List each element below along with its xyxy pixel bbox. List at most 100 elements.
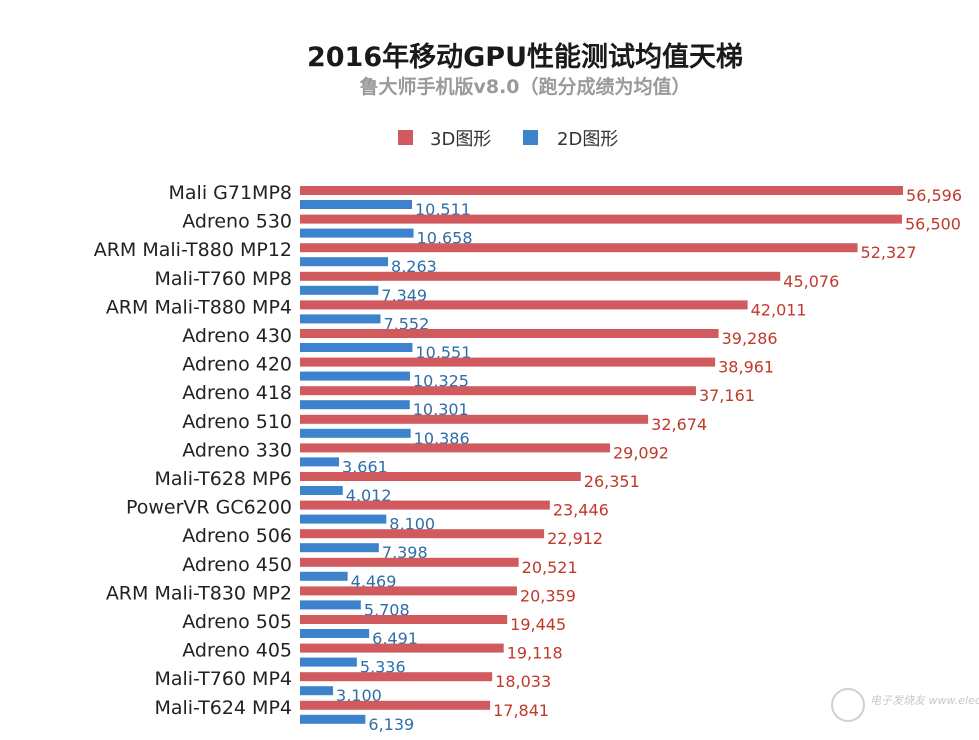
data-label-2d: 8,263 [391,257,437,276]
data-label-3d: 37,161 [699,386,755,405]
chart-subtitle: 鲁大师手机版v8.0（跑分成绩为均值） [358,75,690,98]
bar-3d [300,700,491,710]
data-label-2d: 10,325 [413,372,469,391]
bar-2d [300,285,379,295]
bar-2d [300,571,348,581]
category-label: Adreno 505 [182,611,292,633]
category-label: Adreno 418 [182,382,292,404]
category-label: ARM Mali-T880 MP12 [94,239,292,261]
data-label-2d: 4,012 [346,486,392,505]
bar-3d [300,300,748,310]
chart-title: 2016年移动GPU性能测试均值天梯 [307,41,743,73]
bar-3d [300,443,610,453]
category-label: PowerVR GC6200 [126,497,292,519]
watermark-logo-icon [831,688,865,722]
data-label-2d: 10,658 [417,229,473,248]
data-label-3d: 56,596 [906,186,962,205]
bar-2d [300,457,340,467]
bar-3d [300,271,781,281]
category-label: ARM Mali-T830 MP2 [106,582,292,604]
category-label: Adreno 450 [182,554,292,576]
bar-3d [300,414,649,424]
data-label-3d: 19,445 [510,615,566,634]
bar-3d [300,472,581,481]
bar-2d [300,400,410,410]
bar-2d [300,600,361,610]
category-label: Mali-T760 MP8 [154,268,292,290]
bar-3d [300,615,508,624]
bar-3d [300,357,716,367]
bar-2d [300,371,411,381]
category-label: Adreno 506 [182,525,292,547]
category-label: Mali-T624 MP4 [154,697,292,719]
bars: Mali G71MP8 56,596 10,511 Adreno 530 56,500 1… [94,182,962,734]
category-label: Adreno 510 [182,411,292,433]
data-label-2d: 10,386 [414,429,470,448]
data-label-2d: 10,551 [415,343,471,362]
data-label-2d: 5,708 [364,600,410,619]
data-label-3d: 19,118 [507,644,563,663]
category-label: Adreno 420 [182,354,292,376]
bar-3d [300,329,719,338]
category-label: Mali-T760 MP4 [154,668,292,690]
data-label-3d: 52,327 [861,243,917,262]
data-label-3d: 18,033 [495,672,551,691]
bar-2d [300,314,381,324]
bar-3d [300,386,696,396]
data-label-2d: 6,139 [368,715,414,734]
bar-2d [300,714,366,724]
data-label-3d: 45,076 [783,272,839,291]
legend-label-3d: 3D图形 [430,129,491,150]
bar-2d [300,200,412,209]
data-label-2d: 3,661 [342,457,388,476]
category-label: Mali G71MP8 [169,182,292,204]
bar-3d [300,500,550,510]
bar-3d [300,186,904,195]
watermark: 电子发烧友 www.elecfans.com [831,688,979,722]
bar-2d [300,228,414,238]
category-label: Mali-T628 MP6 [154,468,292,490]
data-label-3d: 29,092 [613,443,669,462]
data-label-3d: 32,674 [651,415,707,434]
bar-2d [300,657,357,667]
legend-swatch-2d [523,130,538,145]
bar-3d [300,586,517,596]
category-label: Adreno 430 [182,325,292,347]
category-label: ARM Mali-T880 MP4 [106,296,292,318]
data-label-2d: 10,511 [415,200,471,219]
bar-2d [300,486,343,495]
category-label: Adreno 405 [182,640,292,662]
data-label-3d: 20,359 [520,586,576,605]
bar-3d [300,557,519,567]
legend: 3D图形 2D图形 [398,129,618,150]
bar-3d [300,672,493,682]
data-label-3d: 39,286 [722,329,778,348]
legend-label-2d: 2D图形 [557,129,618,150]
data-label-2d: 7,552 [383,314,429,333]
data-label-2d: 10,301 [413,400,469,419]
data-label-2d: 7,349 [381,286,427,305]
data-label-3d: 38,961 [718,358,774,377]
bar-2d [300,686,334,696]
data-label-2d: 8,100 [389,515,435,534]
bar-2d [300,343,413,352]
legend-swatch-3d [398,130,413,145]
bar-2d [300,543,379,553]
data-label-2d: 5,336 [360,658,406,677]
bar-3d [300,243,858,253]
data-label-2d: 4,469 [351,572,397,591]
data-label-3d: 23,446 [553,501,609,520]
data-label-3d: 22,912 [547,529,603,548]
data-label-3d: 42,011 [751,300,807,319]
bar-2d [300,257,389,267]
bar-3d [300,643,504,653]
watermark-text: 电子发烧友 www.elecfans.com [870,694,979,707]
data-label-3d: 26,351 [584,472,640,491]
category-label: Adreno 530 [182,211,292,233]
data-label-2d: 3,100 [336,686,382,705]
data-label-3d: 17,841 [493,701,549,720]
data-label-2d: 6,491 [372,629,418,648]
bar-2d [300,514,387,524]
bar-3d [300,529,545,539]
